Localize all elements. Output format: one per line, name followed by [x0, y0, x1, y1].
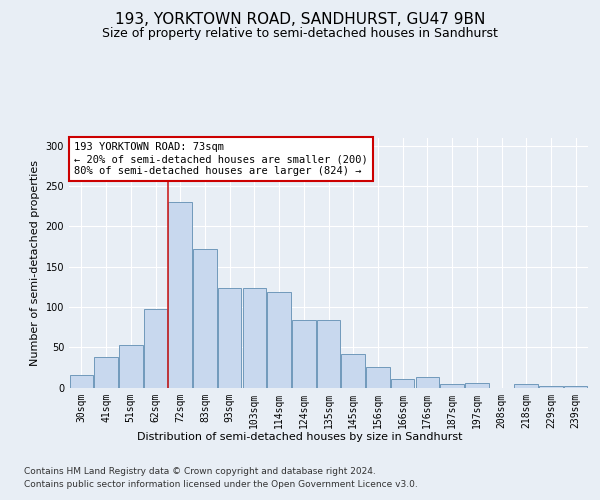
- Bar: [169, 202, 192, 388]
- Text: Distribution of semi-detached houses by size in Sandhurst: Distribution of semi-detached houses by …: [137, 432, 463, 442]
- Bar: [242, 288, 266, 388]
- Text: Contains HM Land Registry data © Crown copyright and database right 2024.: Contains HM Land Registry data © Crown c…: [24, 468, 376, 476]
- Y-axis label: Number of semi-detached properties: Number of semi-detached properties: [30, 160, 40, 366]
- Text: 193, YORKTOWN ROAD, SANDHURST, GU47 9BN: 193, YORKTOWN ROAD, SANDHURST, GU47 9BN: [115, 12, 485, 28]
- Bar: [341, 354, 365, 388]
- Bar: [564, 386, 587, 388]
- Bar: [70, 376, 93, 388]
- Bar: [292, 320, 316, 388]
- Bar: [268, 292, 291, 388]
- Bar: [317, 320, 340, 388]
- Bar: [218, 288, 241, 388]
- Bar: [366, 368, 389, 388]
- Bar: [94, 357, 118, 388]
- Text: Contains public sector information licensed under the Open Government Licence v3: Contains public sector information licen…: [24, 480, 418, 489]
- Bar: [391, 378, 415, 388]
- Bar: [465, 384, 488, 388]
- Bar: [514, 384, 538, 388]
- Bar: [539, 386, 563, 388]
- Text: 193 YORKTOWN ROAD: 73sqm
← 20% of semi-detached houses are smaller (200)
80% of : 193 YORKTOWN ROAD: 73sqm ← 20% of semi-d…: [74, 142, 368, 176]
- Bar: [416, 377, 439, 388]
- Bar: [119, 345, 143, 388]
- Bar: [193, 249, 217, 388]
- Text: Size of property relative to semi-detached houses in Sandhurst: Size of property relative to semi-detach…: [102, 28, 498, 40]
- Bar: [144, 310, 167, 388]
- Bar: [440, 384, 464, 388]
